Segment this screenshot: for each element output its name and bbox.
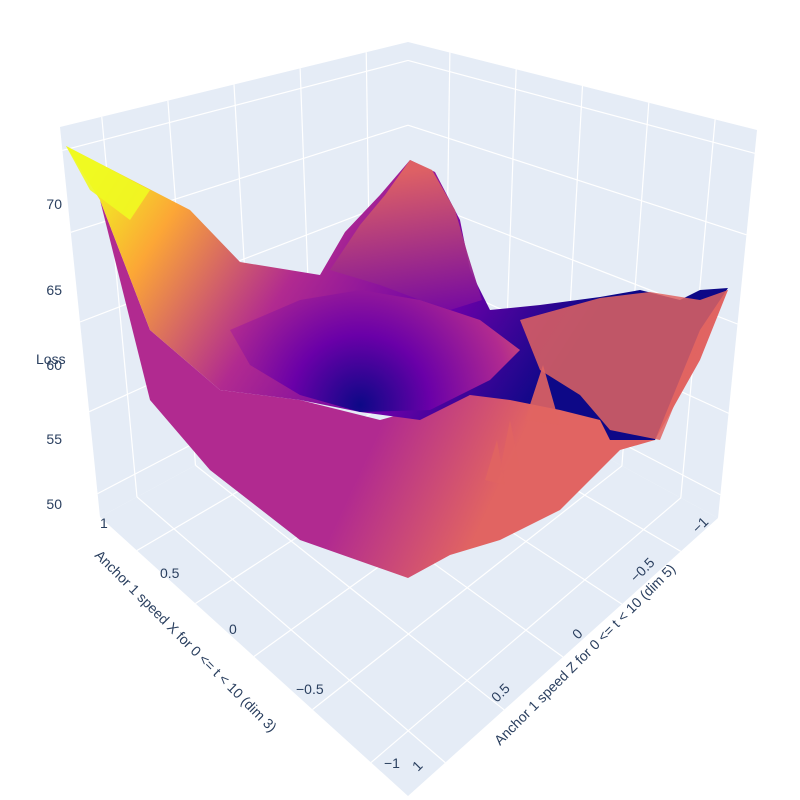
floor-gridline	[370, 497, 682, 763]
x-tick: 0.5	[160, 565, 180, 581]
floor-gridline	[312, 465, 623, 710]
x-tick: 1	[100, 515, 108, 531]
z-tick: 55	[46, 431, 62, 447]
x-tick: −1	[384, 755, 400, 771]
surface-back-peak[interactable]	[330, 160, 482, 310]
z-tick: 50	[46, 496, 62, 512]
x-tick: −0.5	[296, 681, 324, 697]
surface-front-skirt[interactable]	[100, 200, 728, 578]
surface-max-ridge[interactable]	[66, 146, 150, 220]
surface-spike[interactable]	[485, 440, 505, 485]
z-tick: 60	[46, 357, 62, 373]
surface-spike[interactable]	[500, 420, 520, 470]
z-axis-title: Loss	[36, 351, 66, 367]
z-tick: 70	[46, 196, 62, 212]
surface-right-plateau[interactable]	[520, 290, 728, 440]
z-tick: 65	[46, 282, 62, 298]
surface-spike[interactable]	[525, 365, 560, 425]
surface-minimum-bowl[interactable]	[230, 290, 520, 412]
loss-surface[interactable]	[66, 146, 728, 578]
x-tick: 0	[229, 621, 237, 637]
